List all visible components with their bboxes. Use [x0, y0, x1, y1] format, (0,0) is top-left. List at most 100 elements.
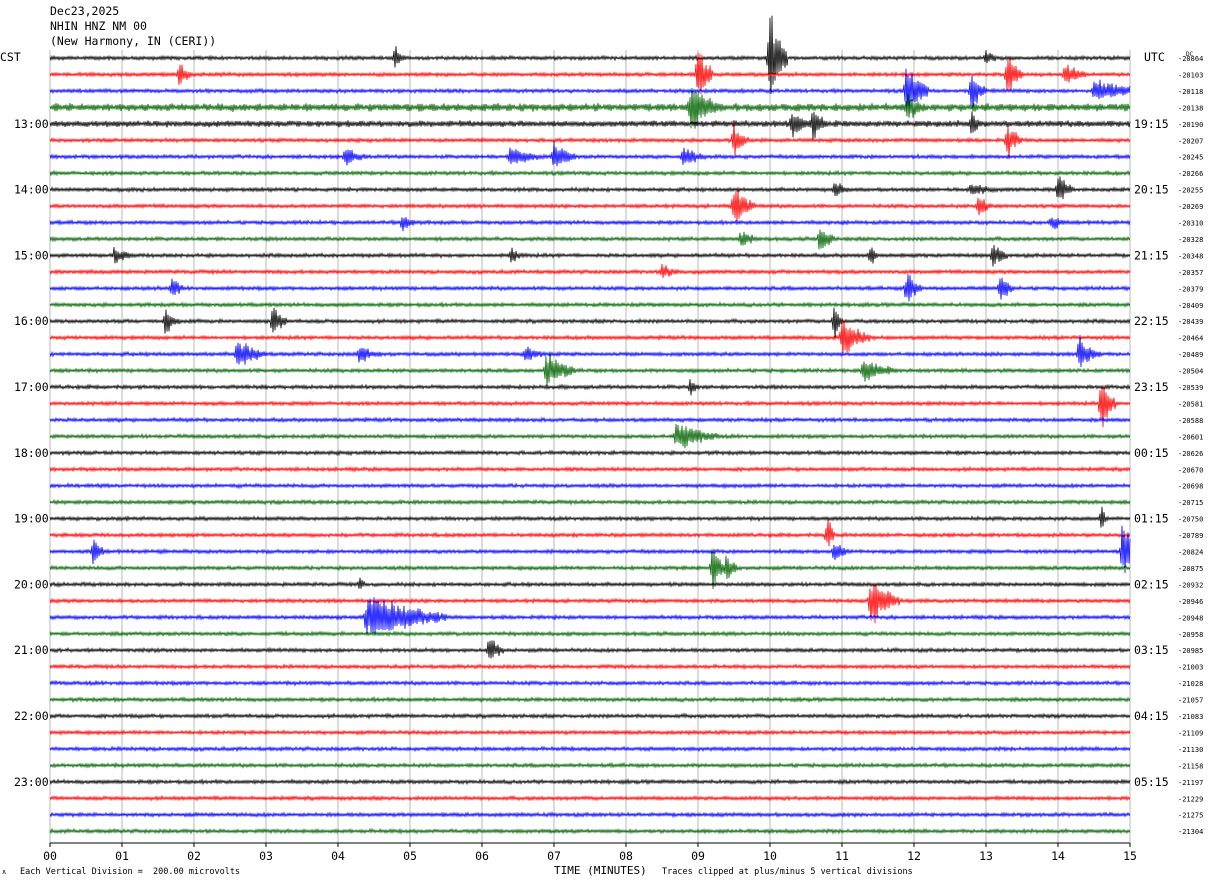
- cst-hour-label: 13:00: [14, 117, 49, 131]
- dc-offset-labels: -20864 -20103 -20118 -20138 -20190 -20207 -202…: [1178, 55, 1203, 836]
- seismic-trace: [49, 244, 1131, 267]
- utc-axis-label: UTC: [1144, 50, 1165, 64]
- seismic-trace: [49, 274, 1131, 302]
- seismic-trace: [49, 189, 1131, 222]
- seismic-trace: [49, 385, 1131, 428]
- dc-offset-value: -20464: [1178, 335, 1203, 343]
- dc-offset-value: -21304: [1178, 828, 1203, 836]
- utc-hour-label: 20:15: [1134, 183, 1169, 197]
- seismic-trace: [49, 217, 1131, 232]
- dc-offset-value: -20489: [1178, 351, 1203, 359]
- seismic-trace: [49, 169, 1131, 177]
- x-tick-label: 11: [835, 849, 849, 863]
- seismic-trace: [49, 712, 1131, 720]
- dc-offset-value: -21229: [1178, 795, 1203, 803]
- seismic-trace: [49, 506, 1131, 528]
- seismic-trace: [49, 679, 1131, 687]
- x-tick-label: 03: [259, 849, 273, 863]
- seismic-trace: [49, 577, 1131, 589]
- utc-hour-label: 19:15: [1134, 117, 1169, 131]
- dc-offset-value: -20245: [1178, 154, 1203, 162]
- dc-offset-value: -20504: [1178, 368, 1203, 376]
- seismic-trace: [49, 334, 1131, 368]
- seismic-trace: [49, 416, 1131, 424]
- dc-offset-value: -20348: [1178, 252, 1203, 260]
- dc-offset-value: -20379: [1178, 285, 1203, 293]
- dc-offset-value: -20626: [1178, 450, 1203, 458]
- dc-offset-value: -20698: [1178, 483, 1203, 491]
- dc-offset-value: -20588: [1178, 417, 1203, 425]
- dc-offset-value: -20266: [1178, 170, 1203, 178]
- seismic-trace: [49, 122, 1131, 158]
- minute-gridlines: [49, 50, 1131, 843]
- seismic-trace: [49, 728, 1131, 737]
- x-tick-label: 13: [979, 849, 993, 863]
- dc-offset-value: -20581: [1178, 400, 1203, 408]
- seismic-trace: [49, 597, 1131, 635]
- seismic-trace: [49, 141, 1131, 167]
- seismic-trace: [49, 498, 1131, 506]
- seismic-trace: [49, 229, 1131, 250]
- utc-hour-label: 00:15: [1134, 446, 1169, 460]
- dc-offset-value: -20789: [1178, 532, 1203, 540]
- dc-offset-value: -20207: [1178, 137, 1203, 145]
- seismic-trace: [49, 525, 1131, 574]
- division-note: Each Vertical Division = 200.00 microvol…: [20, 867, 241, 877]
- seismic-trace: [49, 176, 1131, 200]
- cst-hour-label: 21:00: [14, 643, 49, 657]
- seismic-trace: [49, 827, 1131, 835]
- cst-hour-label: 15:00: [14, 248, 49, 262]
- x-tick-label: 12: [907, 849, 921, 863]
- seismic-trace: [49, 15, 1131, 95]
- utc-time-labels: 19:15 20:15 21:15 22:15 23:15 00:15 01:15 02:15…: [1134, 117, 1169, 789]
- seismic-trace: [49, 68, 1131, 111]
- seismic-trace: [49, 640, 1131, 659]
- x-tick-label: 07: [547, 849, 561, 863]
- dc-offset-value: -20864: [1178, 55, 1203, 63]
- x-axis: 00 01 02 03 04 05 06 07 08 09 10 11 12 13 14 15: [43, 842, 1137, 863]
- seismic-trace: [49, 745, 1131, 753]
- utc-hour-label: 04:15: [1134, 709, 1169, 723]
- seismic-trace: [49, 465, 1131, 473]
- corner-mark: ∧: [2, 868, 7, 876]
- seismic-trace: [49, 52, 1131, 95]
- dc-offset-value: -20946: [1178, 598, 1203, 606]
- dc-offset-value: -21083: [1178, 713, 1203, 721]
- dc-offset-value: -20439: [1178, 318, 1203, 326]
- x-tick-label: 01: [115, 849, 129, 863]
- seismic-trace: [49, 111, 1131, 140]
- dc-offset-value: -20190: [1178, 121, 1203, 129]
- dc-offset-value: -20875: [1178, 565, 1203, 573]
- seismic-trace: [49, 778, 1131, 786]
- dc-offset-value: -21130: [1178, 746, 1203, 754]
- dc-offset-value: -21028: [1178, 680, 1203, 688]
- dc-offset-value: -20328: [1178, 236, 1203, 244]
- x-tick-label: 09: [691, 849, 705, 863]
- seismic-trace: [49, 519, 1131, 547]
- dc-offset-value: -20118: [1178, 88, 1203, 96]
- seismic-trace: [49, 263, 1131, 278]
- cst-hour-label: 23:00: [14, 775, 49, 789]
- cst-hour-label: 22:00: [14, 709, 49, 723]
- dc-offset-value: -20409: [1178, 302, 1203, 310]
- seismic-trace: [49, 663, 1131, 671]
- x-tick-label: 10: [763, 849, 777, 863]
- dc-offset-value: -20255: [1178, 187, 1203, 195]
- dc-offset-value: -20670: [1178, 466, 1203, 474]
- seismic-trace: [49, 352, 1131, 386]
- dc-offset-value: -21057: [1178, 697, 1203, 705]
- clip-note: Traces clipped at plus/minus 5 vertical …: [662, 867, 913, 877]
- x-tick-label: 05: [403, 849, 417, 863]
- x-tick-label: 02: [187, 849, 201, 863]
- cst-hour-label: 19:00: [14, 512, 49, 526]
- x-tick-label: 08: [619, 849, 633, 863]
- dc-offset-value: -21003: [1178, 664, 1203, 672]
- dc-offset-value: -21197: [1178, 779, 1203, 787]
- date-label: Dec23,2025: [50, 4, 120, 18]
- dc-offset-value: -20138: [1178, 104, 1203, 112]
- utc-hour-label: 23:15: [1134, 380, 1169, 394]
- cst-axis-label: CST: [0, 50, 21, 64]
- x-tick-label: 15: [1123, 849, 1137, 863]
- seismic-trace: [49, 811, 1131, 819]
